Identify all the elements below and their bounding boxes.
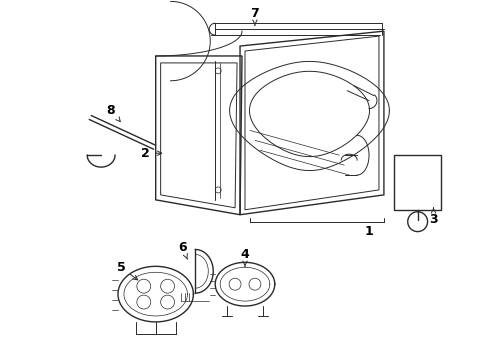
Text: 7: 7 [250, 7, 259, 25]
Text: 1: 1 [364, 225, 373, 238]
Text: 5: 5 [116, 261, 138, 280]
Text: 6: 6 [178, 241, 187, 259]
Text: 3: 3 [428, 208, 437, 226]
Text: 4: 4 [240, 248, 249, 266]
Text: 2: 2 [141, 147, 162, 160]
Text: 8: 8 [106, 104, 120, 122]
